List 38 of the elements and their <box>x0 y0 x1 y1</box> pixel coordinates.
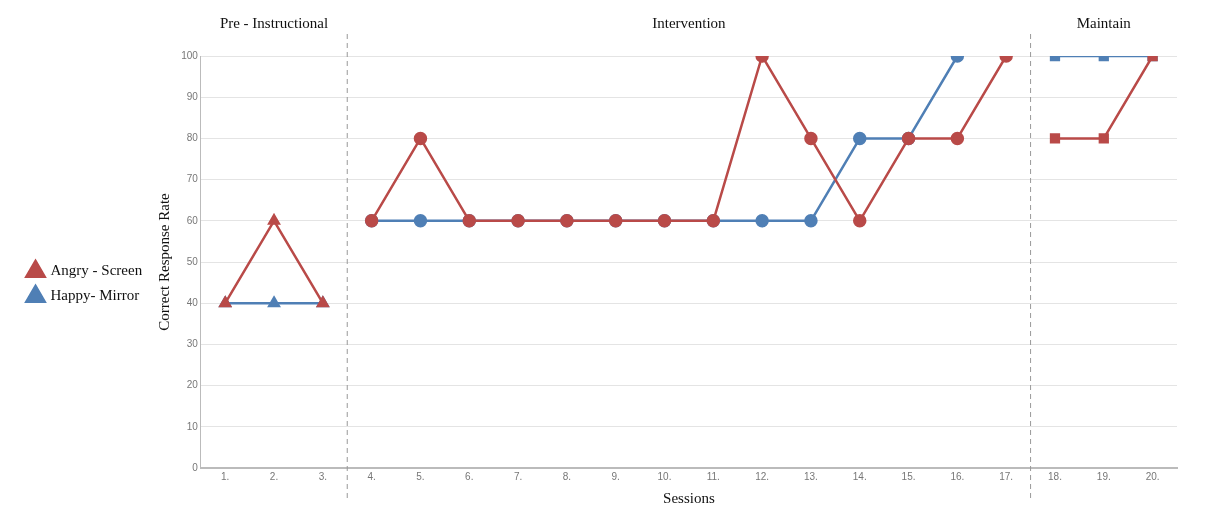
text: Intervention <box>652 14 727 31</box>
y-tick-label: 20 <box>186 379 199 391</box>
y-axis-title: Correct Response Rate <box>156 192 173 331</box>
x-tick-label: 8. <box>562 470 572 482</box>
x-tick-label: 18. <box>1048 470 1062 482</box>
x-tick-label: 5. <box>416 470 425 482</box>
legend-label: Angry - Screen <box>50 262 143 279</box>
x-axis-title: Sessions <box>663 489 715 506</box>
y-tick-label: 40 <box>186 296 199 308</box>
x-tick-label: 11. <box>706 470 720 482</box>
x-tick-label: 12. <box>755 470 770 482</box>
y-tick-label: 60 <box>186 214 199 226</box>
x-tick-label: 16. <box>950 470 965 482</box>
x-tick-label: 20. <box>1145 470 1160 482</box>
y-tick-label: 10 <box>186 420 199 432</box>
x-tick-label: 10. <box>657 470 672 482</box>
text: Pre - Instructional <box>219 14 329 31</box>
x-tick-label: 4. <box>367 470 376 482</box>
y-tick-label: 90 <box>186 90 199 102</box>
y-tick-label: 50 <box>186 255 199 267</box>
x-tick-label: 13. <box>803 470 818 482</box>
y-tick-label: 0 <box>192 461 199 473</box>
x-tick-label: 15. <box>901 470 916 482</box>
x-tick-label: 7. <box>513 470 523 482</box>
y-tick-label: 80 <box>186 132 199 144</box>
x-tick-label: 17. <box>999 470 1014 482</box>
x-tick-label: 3. <box>318 470 328 482</box>
x-tick-label: 2. <box>269 470 279 482</box>
y-tick-label: 100 <box>181 49 199 61</box>
x-tick-label: 19. <box>1096 470 1111 482</box>
text: Maintain <box>1076 14 1132 31</box>
x-tick-label: 9. <box>611 470 620 482</box>
x-tick-label: 14. <box>852 470 867 482</box>
x-tick-label: 1. <box>221 470 230 482</box>
y-tick-label: 70 <box>186 173 199 185</box>
legend-label: Happy- Mirror <box>50 287 140 304</box>
x-tick-label: 6. <box>465 470 474 482</box>
y-tick-label: 30 <box>186 338 199 350</box>
